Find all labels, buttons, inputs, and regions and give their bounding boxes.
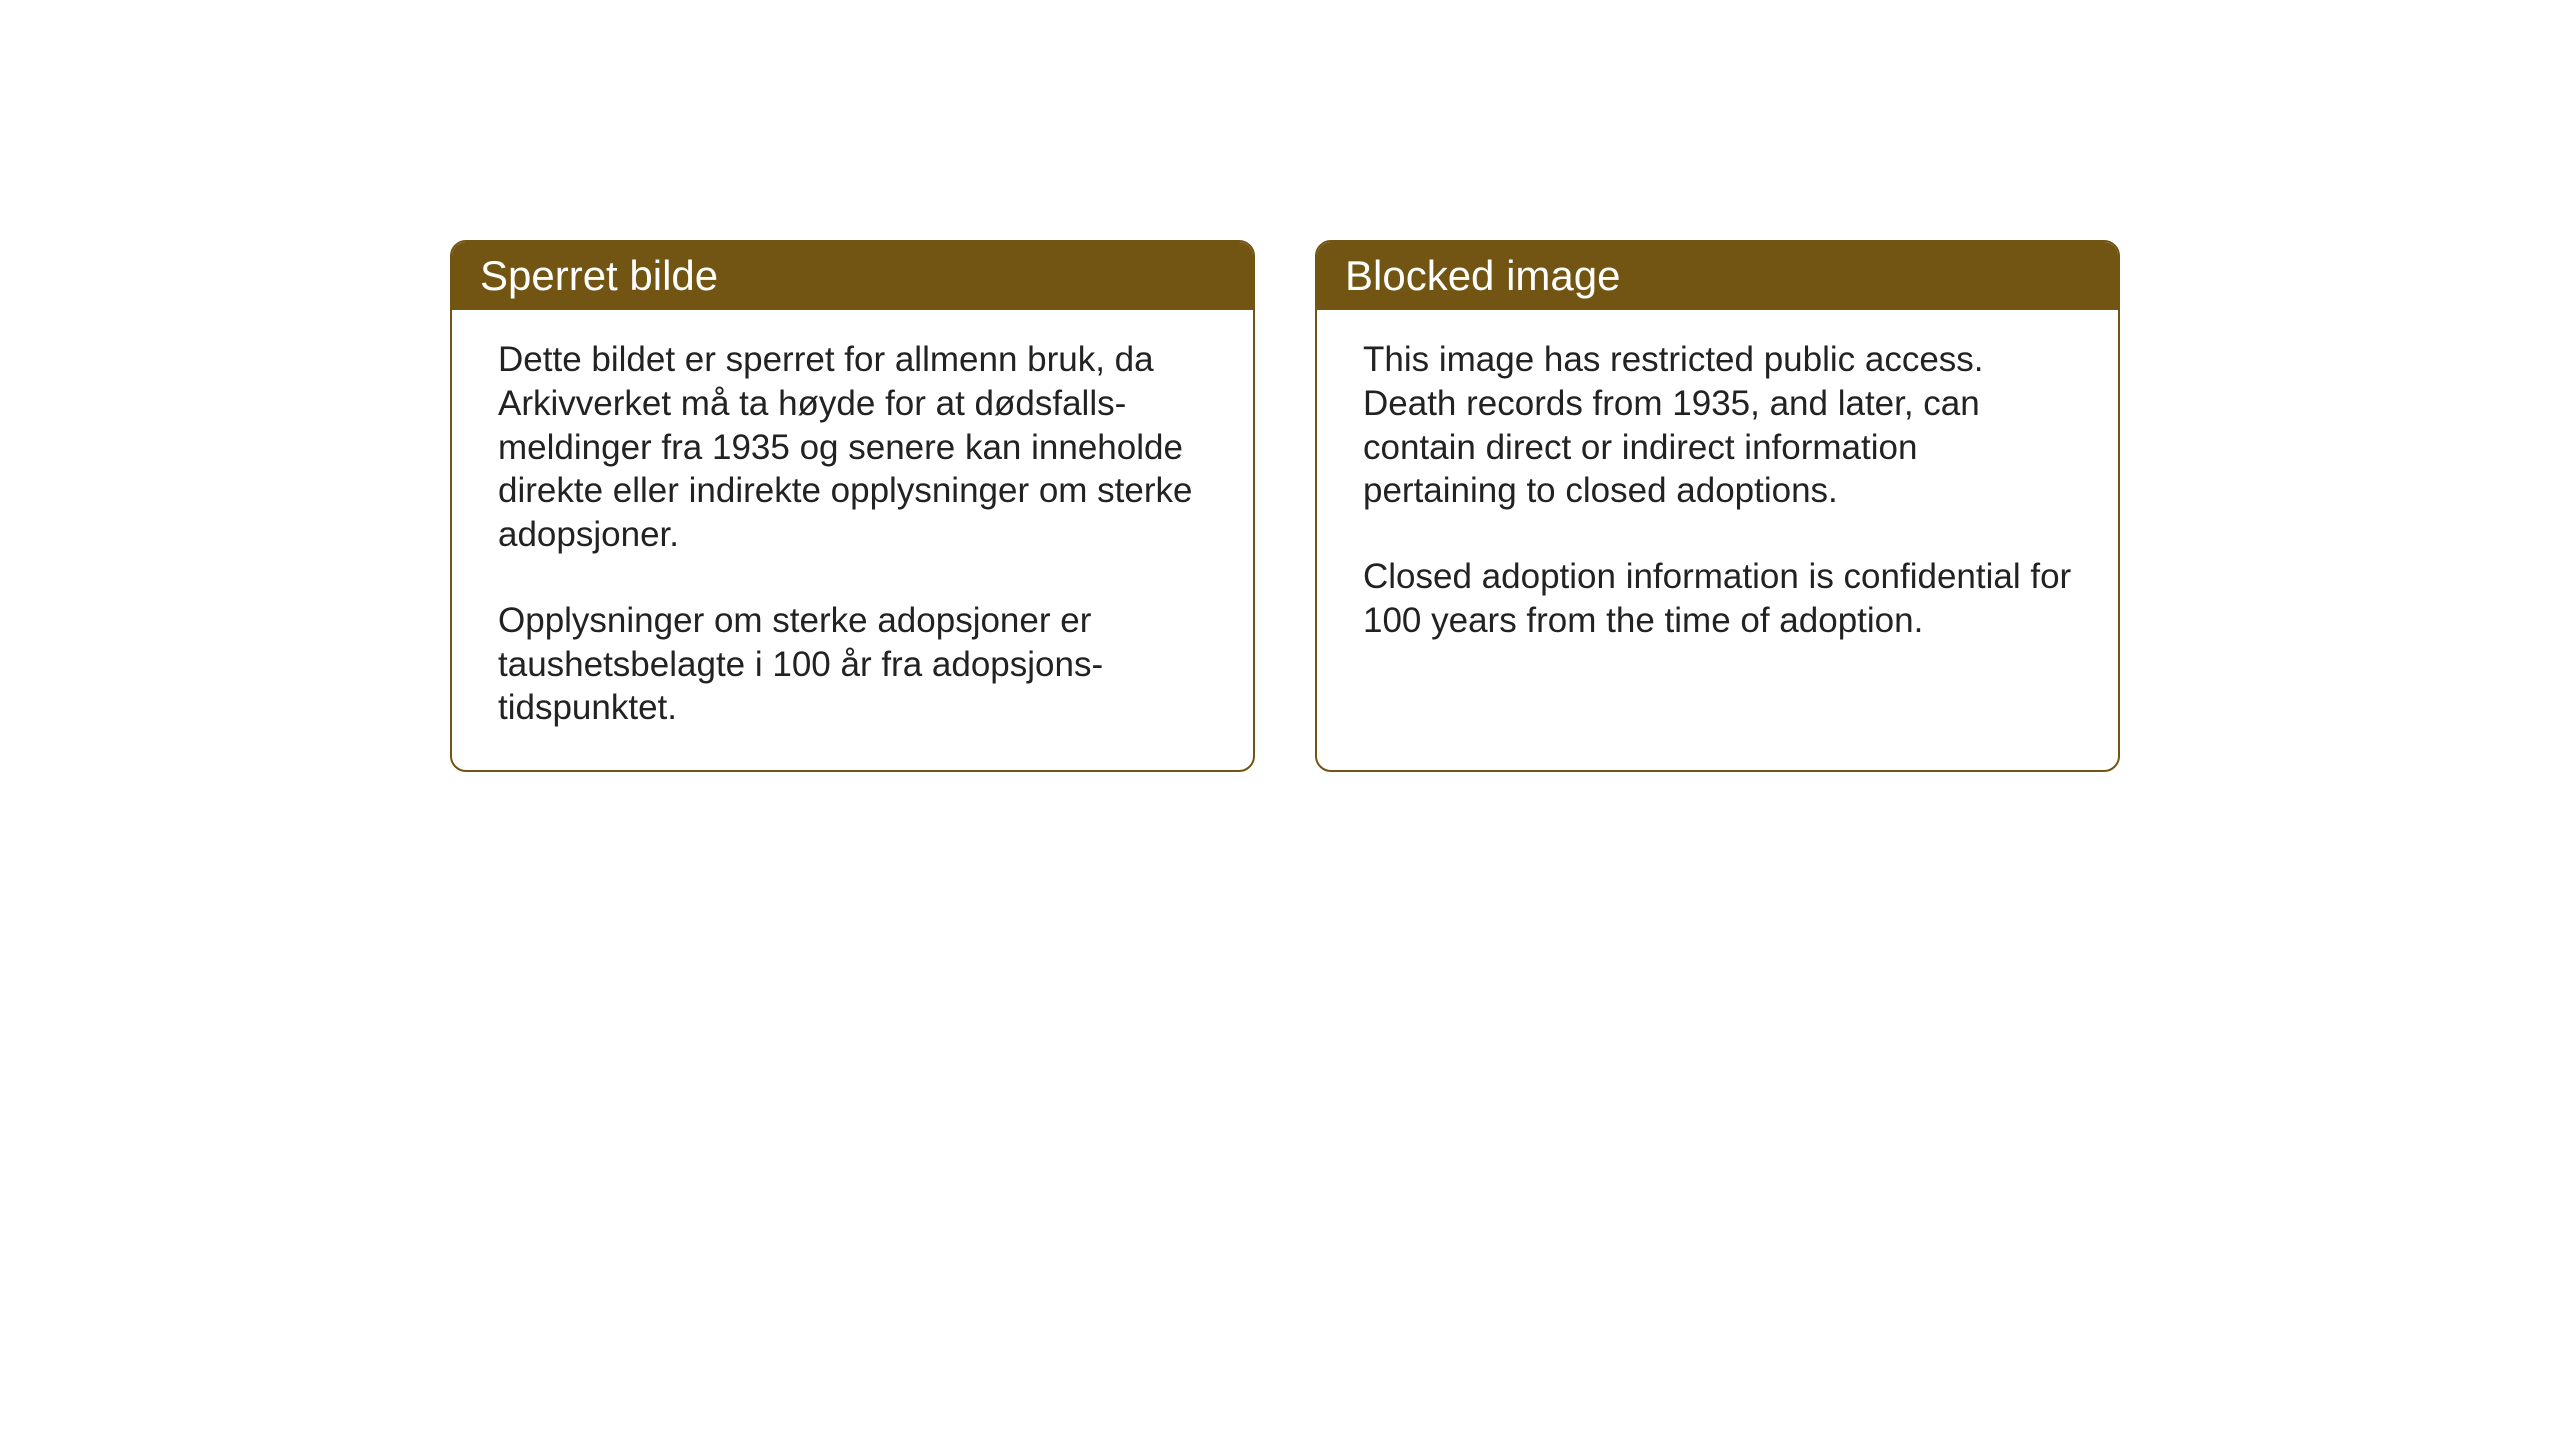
english-card: Blocked image This image has restricted … bbox=[1315, 240, 2120, 772]
english-paragraph-1: This image has restricted public access.… bbox=[1363, 338, 2072, 513]
norwegian-card-body: Dette bildet er sperret for allmenn bruk… bbox=[452, 310, 1253, 770]
english-card-body: This image has restricted public access.… bbox=[1317, 310, 2118, 750]
english-card-title: Blocked image bbox=[1317, 242, 2118, 310]
norwegian-paragraph-2: Opplysninger om sterke adopsjoner er tau… bbox=[498, 599, 1207, 730]
norwegian-paragraph-1: Dette bildet er sperret for allmenn bruk… bbox=[498, 338, 1207, 557]
cards-container: Sperret bilde Dette bildet er sperret fo… bbox=[0, 0, 2560, 772]
norwegian-card: Sperret bilde Dette bildet er sperret fo… bbox=[450, 240, 1255, 772]
norwegian-card-title: Sperret bilde bbox=[452, 242, 1253, 310]
english-paragraph-2: Closed adoption information is confident… bbox=[1363, 555, 2072, 643]
